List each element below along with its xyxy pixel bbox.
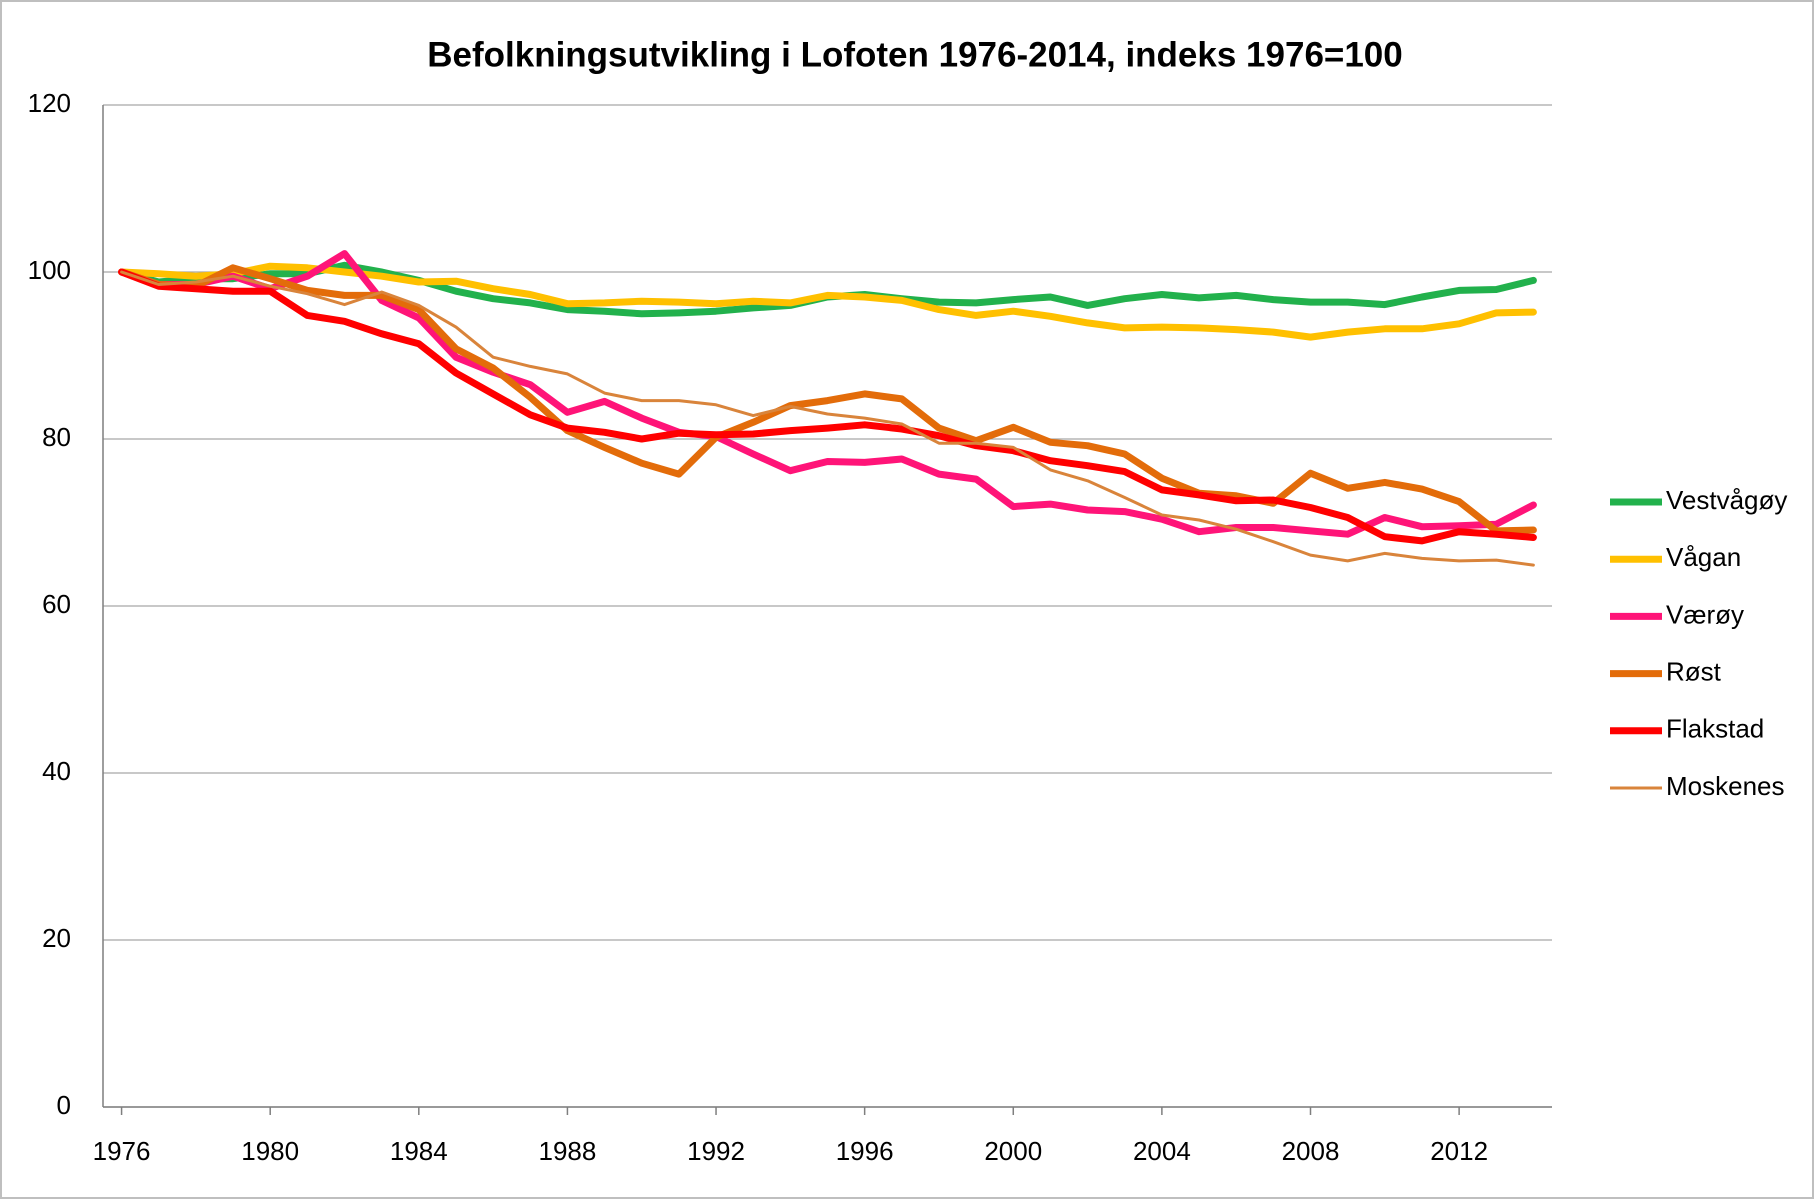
legend-label: Flakstad [1666,714,1764,744]
x-tick-label: 1988 [539,1136,597,1166]
y-tick-label: 60 [42,589,71,619]
series-line [120,270,1535,567]
series-line [118,250,1537,538]
x-tick-label: 1980 [241,1136,299,1166]
y-tick-label: 100 [28,255,71,285]
x-tick-label: 1996 [836,1136,894,1166]
x-tick-label: 1992 [687,1136,745,1166]
x-tick-label: 2012 [1430,1136,1488,1166]
y-tick-label: 120 [28,88,71,118]
chart-title: Befolkningsutvikling i Lofoten 1976-2014… [427,35,1403,74]
series-line [118,264,1537,535]
legend-label: Vestvågøy [1666,485,1787,515]
legend-label: Røst [1666,656,1722,686]
x-tick-label: 2000 [984,1136,1042,1166]
y-tick-label: 40 [42,756,71,786]
legend-label: Vågan [1666,542,1741,572]
y-tick-label: 0 [57,1090,71,1120]
x-tick-label: 2004 [1133,1136,1191,1166]
legend-label: Moskenes [1666,771,1785,801]
y-tick-label: 20 [42,923,71,953]
y-tick-label: 80 [42,422,71,452]
x-tick-label: 2008 [1282,1136,1340,1166]
x-tick-label: 1976 [93,1136,151,1166]
series-line [118,268,1537,545]
x-tick-label: 1984 [390,1136,448,1166]
legend-label: Værøy [1666,599,1744,629]
